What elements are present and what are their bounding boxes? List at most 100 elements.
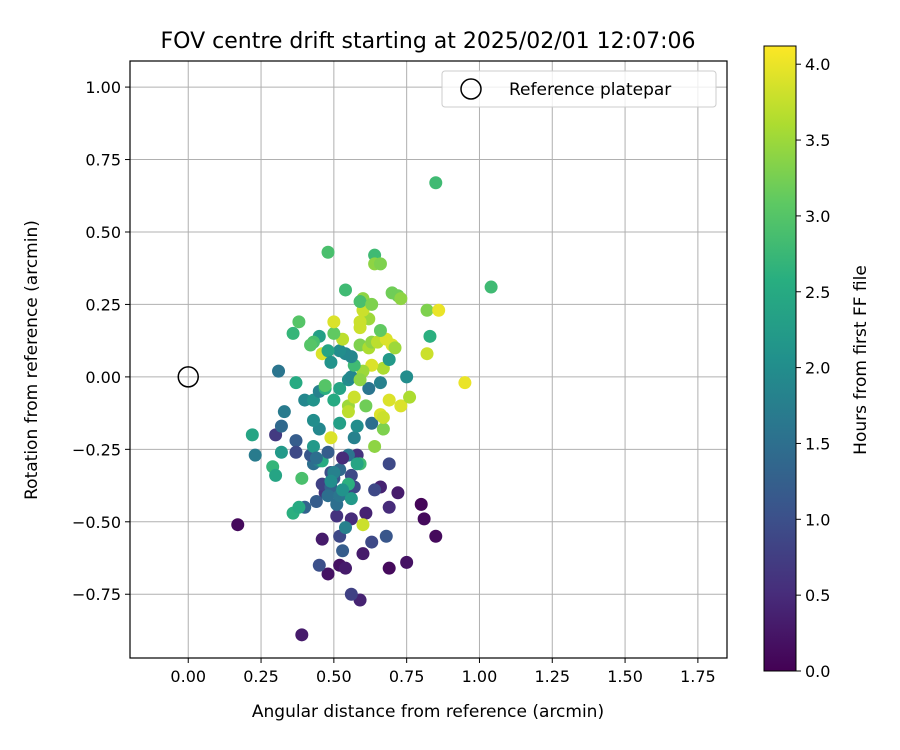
x-tick-label: 0.50 <box>316 667 352 686</box>
data-point <box>333 416 347 430</box>
y-tick-label: −0.50 <box>72 513 121 532</box>
data-point <box>245 428 259 442</box>
data-point <box>362 381 376 395</box>
data-point <box>382 393 396 407</box>
data-point <box>321 344 335 358</box>
data-point <box>327 393 341 407</box>
data-point <box>336 483 350 497</box>
x-tick-label: 0.25 <box>243 667 279 686</box>
data-point <box>356 547 370 561</box>
data-point <box>344 350 358 364</box>
colorbar-tick-label: 4.0 <box>805 55 830 74</box>
data-point <box>336 451 350 465</box>
data-point <box>295 628 309 642</box>
y-tick-label: 0.00 <box>85 368 121 387</box>
data-point <box>336 544 350 558</box>
data-point <box>365 416 379 430</box>
data-point <box>359 399 373 413</box>
legend-marker <box>460 78 482 100</box>
data-point <box>356 518 370 532</box>
data-point <box>269 468 283 482</box>
data-point <box>382 500 396 514</box>
data-points <box>231 176 498 642</box>
data-point <box>324 474 338 488</box>
data-point <box>277 405 291 419</box>
data-point <box>292 315 306 329</box>
colorbar-gradient <box>763 45 797 672</box>
data-point <box>368 483 382 497</box>
x-tick-label: 0.00 <box>170 667 206 686</box>
data-point <box>484 280 498 294</box>
data-point <box>306 413 320 427</box>
data-point <box>309 495 323 509</box>
data-point <box>304 338 318 352</box>
colorbar-tick-label: 0.5 <box>805 586 830 605</box>
data-point <box>321 445 335 459</box>
data-point <box>365 535 379 549</box>
data-point <box>382 353 396 366</box>
data-point <box>420 303 434 317</box>
data-point <box>379 529 393 543</box>
data-point <box>295 471 309 485</box>
data-point <box>272 364 286 378</box>
data-point <box>289 376 303 390</box>
data-point <box>347 390 361 404</box>
colorbar-ticks: 0.0 0.5 1.0 1.5 2.0 2.5 3.0 3.5 4.0 <box>796 55 830 681</box>
data-point <box>365 297 379 311</box>
data-point <box>327 326 341 340</box>
data-point <box>382 561 396 575</box>
data-point <box>321 489 335 503</box>
data-point <box>376 422 390 436</box>
data-point <box>309 451 323 465</box>
data-point <box>327 315 341 329</box>
data-point <box>248 448 262 462</box>
data-point <box>286 326 300 340</box>
reference-platepar-marker <box>177 366 199 388</box>
x-tick-label: 1.00 <box>462 667 498 686</box>
data-point <box>312 558 326 572</box>
data-point <box>403 390 417 404</box>
data-point <box>391 486 405 500</box>
data-point <box>458 376 472 390</box>
data-point <box>306 439 320 453</box>
x-tick-label: 1.75 <box>680 667 716 686</box>
colorbar-tick-label: 2.0 <box>805 359 830 378</box>
data-point <box>324 355 338 369</box>
data-point <box>339 283 353 297</box>
data-point <box>414 497 428 511</box>
data-point <box>353 295 367 309</box>
data-point <box>394 399 408 413</box>
y-tick-label: 0.25 <box>85 295 121 314</box>
y-tick-label: −0.75 <box>72 585 121 604</box>
data-point <box>353 321 367 335</box>
data-point <box>373 257 387 271</box>
x-axis-label: Angular distance from reference (arcmin) <box>252 702 604 722</box>
data-point <box>321 245 335 259</box>
colorbar-tick-label: 2.5 <box>805 283 830 302</box>
x-tick-label: 0.75 <box>389 667 425 686</box>
data-point <box>429 176 443 190</box>
plot-frame <box>129 60 728 659</box>
data-point <box>373 376 387 390</box>
data-point <box>423 329 437 343</box>
legend: Reference platepar <box>441 70 717 108</box>
data-point <box>350 419 364 433</box>
data-point <box>292 500 306 514</box>
data-point <box>400 370 414 384</box>
data-point <box>318 379 332 393</box>
data-point <box>382 457 396 471</box>
data-point <box>344 587 358 601</box>
y-axis-label: Rotation from reference (arcmin) <box>22 220 42 500</box>
chart-title: FOV centre drift starting at 2025/02/01 … <box>161 29 696 54</box>
data-point <box>347 431 361 445</box>
legend-label: Reference platepar <box>509 80 671 100</box>
y-tick-label: 1.00 <box>85 78 121 97</box>
data-point <box>368 439 382 453</box>
x-tick-label: 1.50 <box>607 667 643 686</box>
colorbar-label: Hours from first FF file <box>851 265 871 455</box>
legend-box <box>441 70 717 108</box>
data-point <box>274 445 288 459</box>
colorbar-tick-label: 3.0 <box>805 207 830 226</box>
data-point <box>350 457 364 471</box>
